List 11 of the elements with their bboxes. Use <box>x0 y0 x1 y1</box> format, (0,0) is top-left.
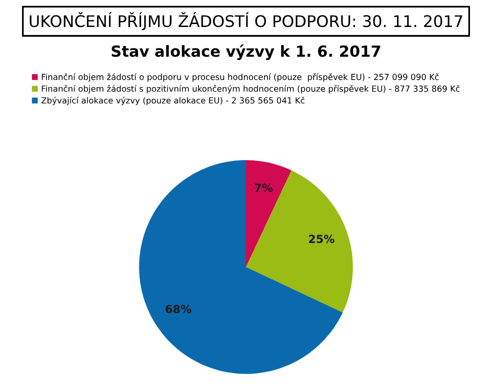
data-label: 25% <box>309 234 334 244</box>
data-label: 68% <box>166 304 192 314</box>
pie-slice <box>246 170 353 313</box>
pie-slice <box>246 160 292 268</box>
chart-title: UKONČENÍ PŘÍJMU ŽÁDOSTÍ O PODPORU: 30. 11. 2017 <box>30 12 462 30</box>
data-label: 7% <box>254 184 273 192</box>
legend-label: Zbývající alokace výzvy (pouze alokace EU) - 2 365 565 041 Kč <box>41 96 304 106</box>
legend-label: Finanční objem žádostí o podporu v procesu hodnocení (pouze příspěvek EU) - 257 099 090 Kč <box>42 73 439 82</box>
legend-label: Finanční objem žádostí s pozitivním ukončeným hodnocením (pouze příspěvek EU) - 877 335 869 Kč <box>42 85 460 94</box>
pie-slice <box>139 160 343 374</box>
chart-subtitle: Stav alokace výzvy k 1. 6. 2017 <box>112 44 380 60</box>
